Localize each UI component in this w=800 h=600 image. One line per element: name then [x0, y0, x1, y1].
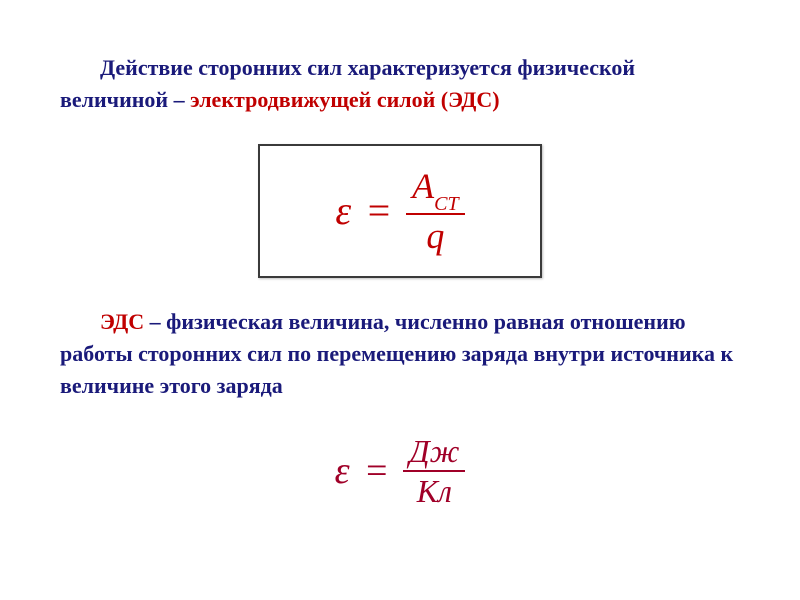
- slide-root: Действие сторонних сил характеризуется ф…: [0, 0, 800, 600]
- units-denominator: Кл: [417, 472, 452, 507]
- formula-numerator: AСТ: [406, 168, 464, 213]
- units-eq: =: [364, 449, 390, 493]
- units-fraction: Дж Кл: [403, 435, 465, 507]
- definition-paragraph: ЭДС – физическая величина, численно равн…: [60, 306, 740, 402]
- formula-denominator: q: [426, 215, 444, 254]
- units-lhs: ε: [335, 449, 350, 493]
- definition-term: ЭДС: [100, 309, 144, 334]
- formula-box: ε = AСТ q: [258, 144, 542, 278]
- formula-num-sub: СТ: [434, 193, 458, 215]
- formula-lhs: ε: [335, 187, 351, 234]
- formula-fraction: AСТ q: [406, 168, 464, 254]
- intro-paragraph: Действие сторонних сил характеризуется ф…: [60, 52, 740, 116]
- emf-formula: ε = AСТ q: [335, 168, 464, 254]
- formula-eq: =: [365, 187, 392, 234]
- units-formula: ε = Дж Кл: [60, 435, 740, 507]
- definition-text: – физическая величина, численно равная о…: [60, 309, 733, 398]
- formula-num-main: A: [412, 166, 434, 206]
- units-numerator: Дж: [403, 435, 465, 470]
- intro-term: электродвижущей силой (ЭДС): [190, 87, 499, 112]
